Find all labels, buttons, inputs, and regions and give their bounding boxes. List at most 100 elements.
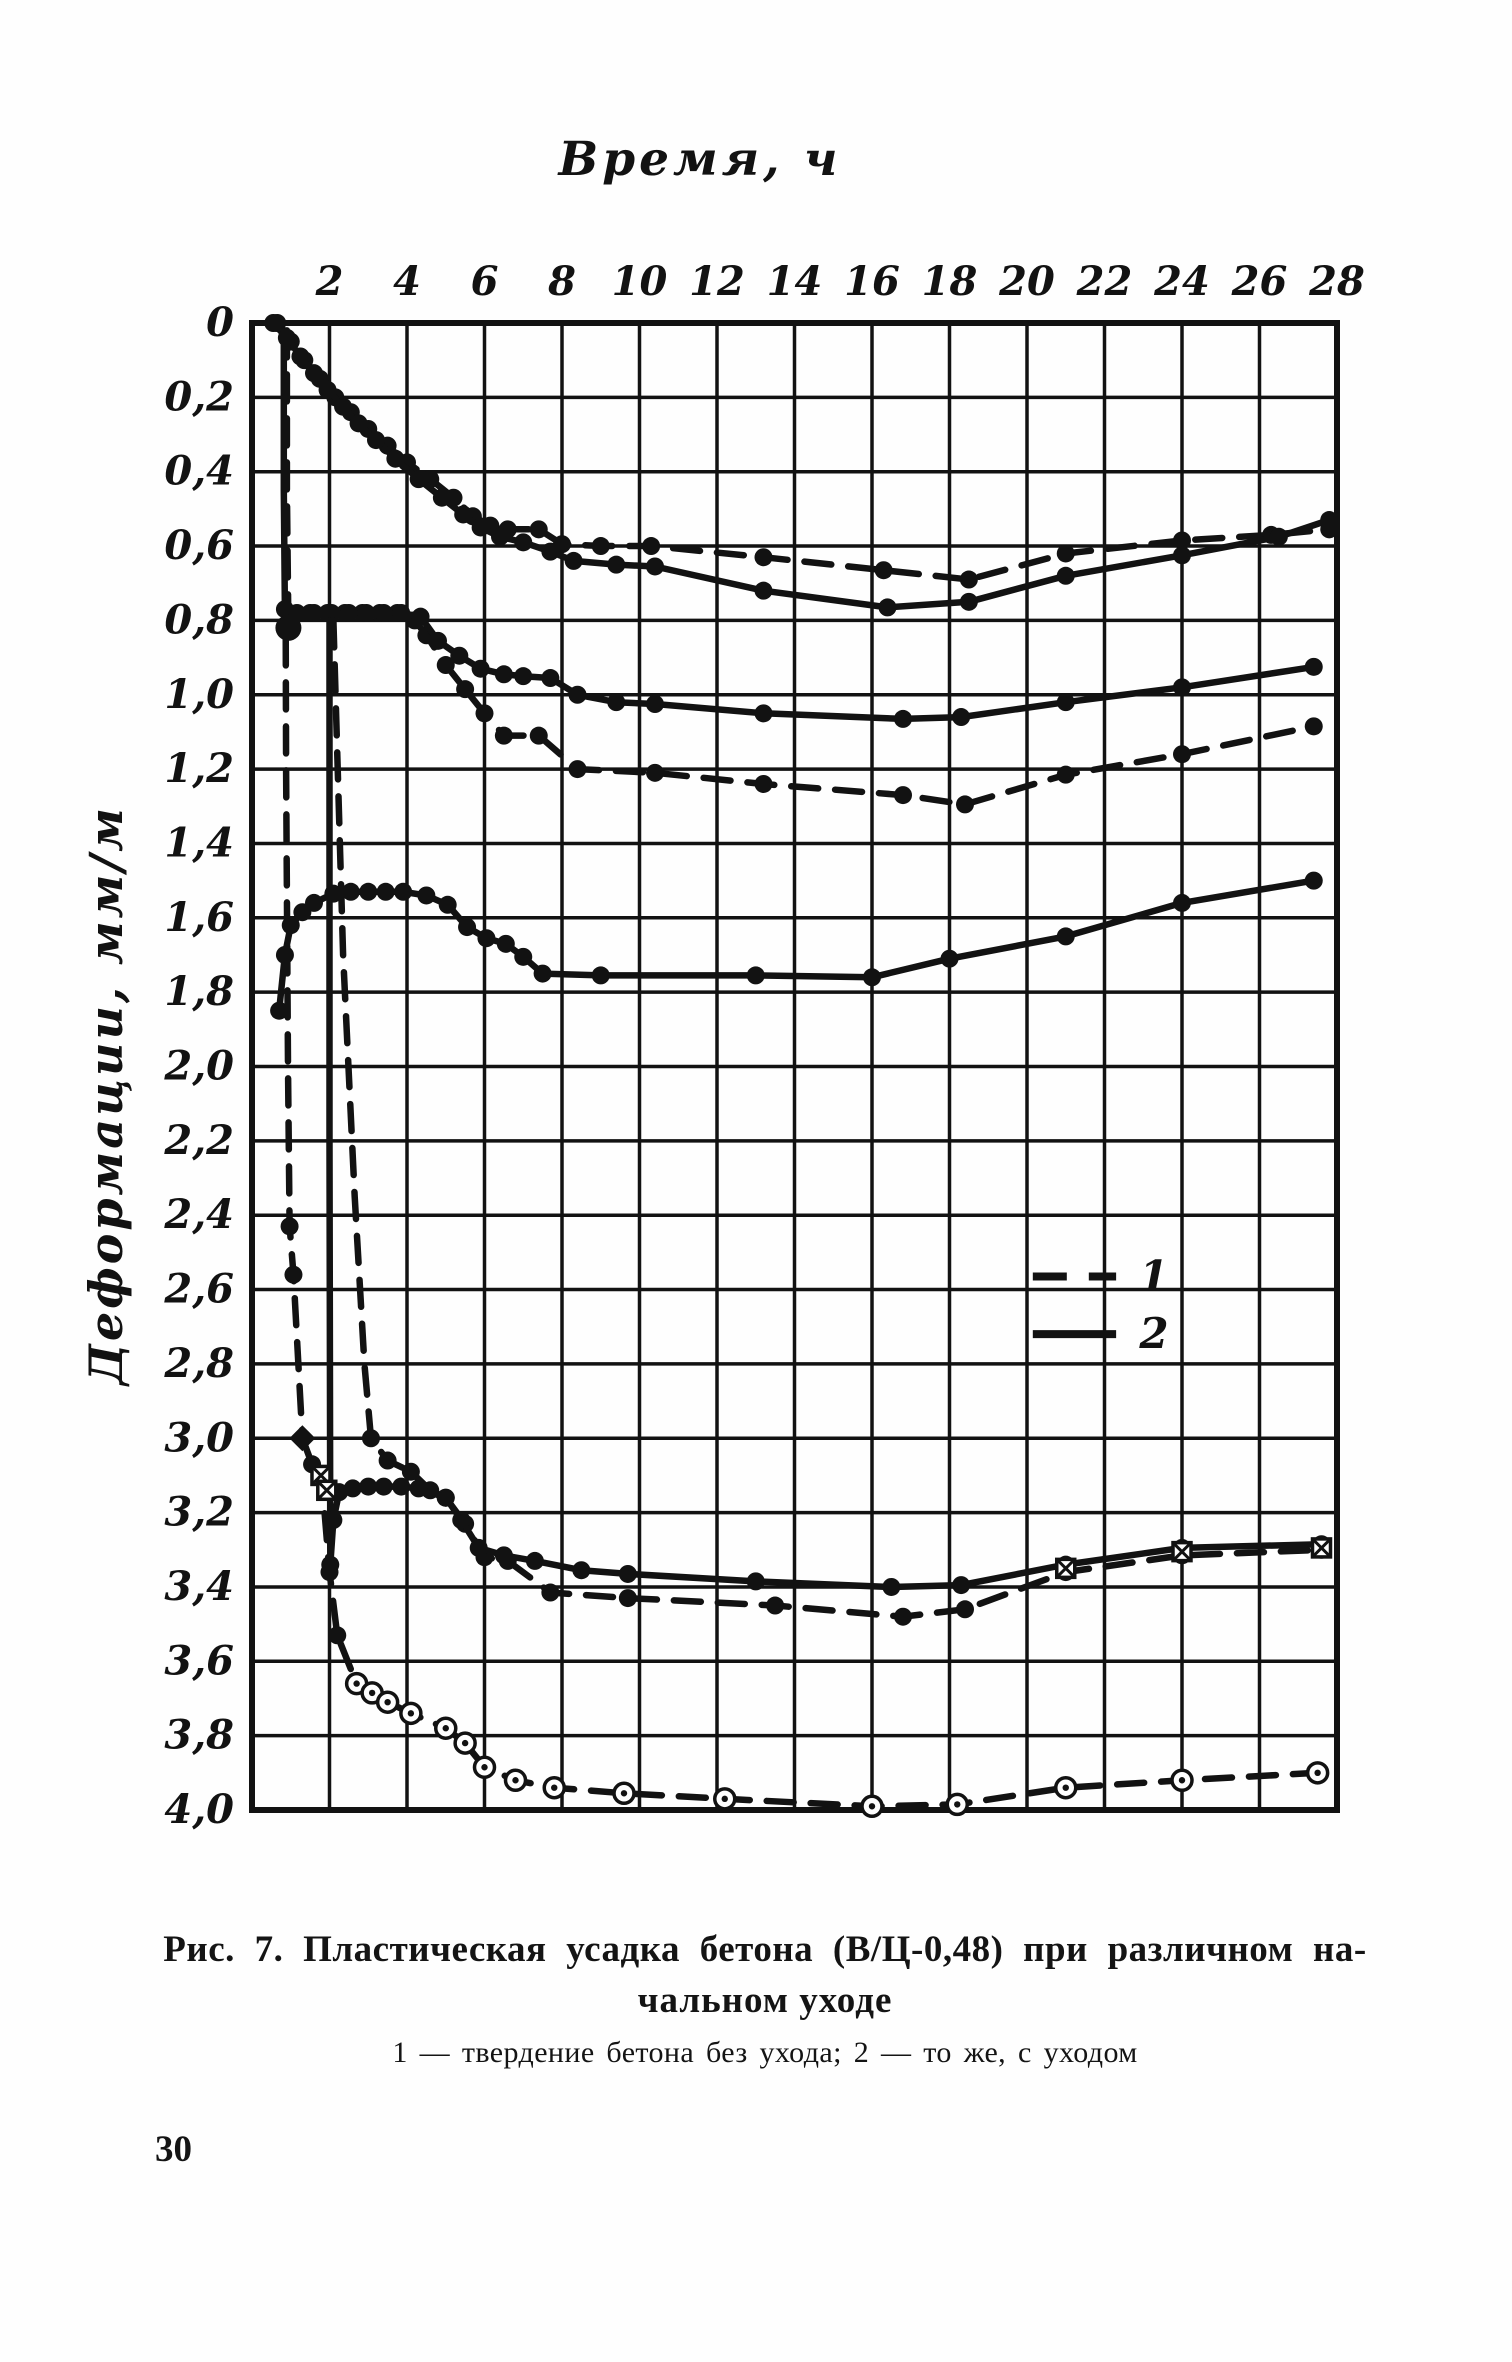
y-tick-label: 2,6 <box>163 1266 234 1313</box>
data-point <box>475 704 494 723</box>
y-tick-label: 4,0 <box>164 1786 234 1833</box>
data-point-open-center <box>461 1739 469 1747</box>
y-tick-label: 1,8 <box>164 968 234 1015</box>
data-point <box>359 1477 378 1496</box>
data-point <box>882 1577 901 1596</box>
curve-b-dashed <box>283 327 1318 808</box>
data-point <box>564 551 583 570</box>
x-tick-label: 6 <box>471 258 499 305</box>
data-point <box>952 708 971 727</box>
data-point <box>454 505 473 524</box>
data-point-open-center <box>368 1689 376 1697</box>
data-point <box>754 581 773 600</box>
data-point-open-center <box>868 1803 876 1810</box>
x-tick-label: 14 <box>767 258 823 305</box>
data-point-open-center <box>551 1784 558 1791</box>
data-point <box>766 1596 785 1615</box>
data-point <box>874 561 893 580</box>
data-point <box>1173 678 1191 697</box>
data-point <box>959 570 978 589</box>
data-point-open-center <box>481 1764 488 1771</box>
data-point <box>374 603 393 622</box>
data-point <box>642 537 661 556</box>
data-point <box>270 1001 289 1020</box>
y-tick-label: 0 <box>206 299 234 346</box>
data-point <box>374 1477 393 1496</box>
data-point <box>568 685 587 704</box>
data-point <box>618 1564 637 1583</box>
x-tick-label: 26 <box>1231 258 1288 305</box>
data-point <box>646 695 664 714</box>
data-point <box>956 795 974 814</box>
data-point <box>436 656 455 675</box>
data-point <box>456 680 475 699</box>
data-point <box>432 488 451 507</box>
x-tick-label: 22 <box>1076 258 1133 305</box>
data-point <box>452 1511 471 1530</box>
data-point <box>367 431 385 450</box>
data-point <box>514 947 533 966</box>
data-point <box>514 533 533 552</box>
figure-caption: Рис. 7. Пластическая усадка бетона (В/Ц-… <box>120 1928 1410 2070</box>
data-point <box>392 603 411 622</box>
data-point-open-center <box>620 1790 628 1797</box>
data-point <box>956 1600 974 1619</box>
data-point <box>894 709 912 728</box>
curve-a-solid <box>270 319 1333 611</box>
y-tick-label: 1,0 <box>164 671 234 718</box>
data-point <box>491 527 509 546</box>
y-tick-label: 0,4 <box>164 448 234 495</box>
data-point <box>1056 927 1075 946</box>
data-point <box>409 470 428 489</box>
data-point <box>1056 693 1075 712</box>
data-point <box>514 667 533 686</box>
data-point-open-center <box>1062 1784 1069 1791</box>
data-point <box>1173 546 1191 565</box>
data-point <box>894 786 912 805</box>
x-tick-label: 2 <box>315 258 344 305</box>
data-point <box>591 966 610 985</box>
data-point <box>436 1488 455 1507</box>
x-tick-label: 18 <box>922 258 978 305</box>
data-point <box>754 548 773 567</box>
data-point <box>376 882 395 901</box>
data-point <box>959 592 978 611</box>
special-marker-big-dot <box>275 614 302 641</box>
data-point <box>541 542 560 561</box>
data-point <box>318 380 337 399</box>
x-tick-label: 28 <box>1308 258 1365 305</box>
y-tick-label: 2,8 <box>163 1340 234 1387</box>
data-point <box>378 1451 397 1470</box>
x-tick-label: 20 <box>998 258 1055 305</box>
data-point <box>411 607 430 626</box>
special-marker-square-cross <box>310 1465 332 1486</box>
data-point <box>1269 527 1288 546</box>
data-point <box>746 1572 765 1591</box>
data-point <box>1173 745 1191 764</box>
data-point <box>305 364 323 383</box>
data-point <box>305 603 323 622</box>
data-point <box>1056 544 1075 563</box>
data-point <box>409 1479 428 1498</box>
data-point-open-center <box>954 1801 961 1808</box>
plot-frame <box>249 320 1340 1813</box>
data-point <box>878 598 897 617</box>
data-point <box>754 774 773 793</box>
y-tick-label: 0,8 <box>164 596 234 643</box>
special-marker-square-cross <box>1055 1558 1076 1579</box>
data-point <box>525 1551 544 1570</box>
data-point <box>392 1477 411 1496</box>
data-point <box>438 895 457 914</box>
data-point <box>324 1511 343 1530</box>
data-point-open-center <box>442 1725 449 1732</box>
y-tick-label: 1,6 <box>164 894 234 941</box>
y-tick-label: 2,2 <box>163 1117 234 1164</box>
data-point <box>646 763 664 782</box>
x-tick-label: 24 <box>1153 258 1210 305</box>
data-point-open-center <box>721 1795 728 1803</box>
data-point-open-center <box>384 1698 391 1706</box>
data-point <box>284 1265 303 1284</box>
data-point <box>952 1576 971 1595</box>
legend-label: 1 <box>1139 1252 1168 1301</box>
y-axis-title: Деформации, мм/м <box>79 805 133 1387</box>
